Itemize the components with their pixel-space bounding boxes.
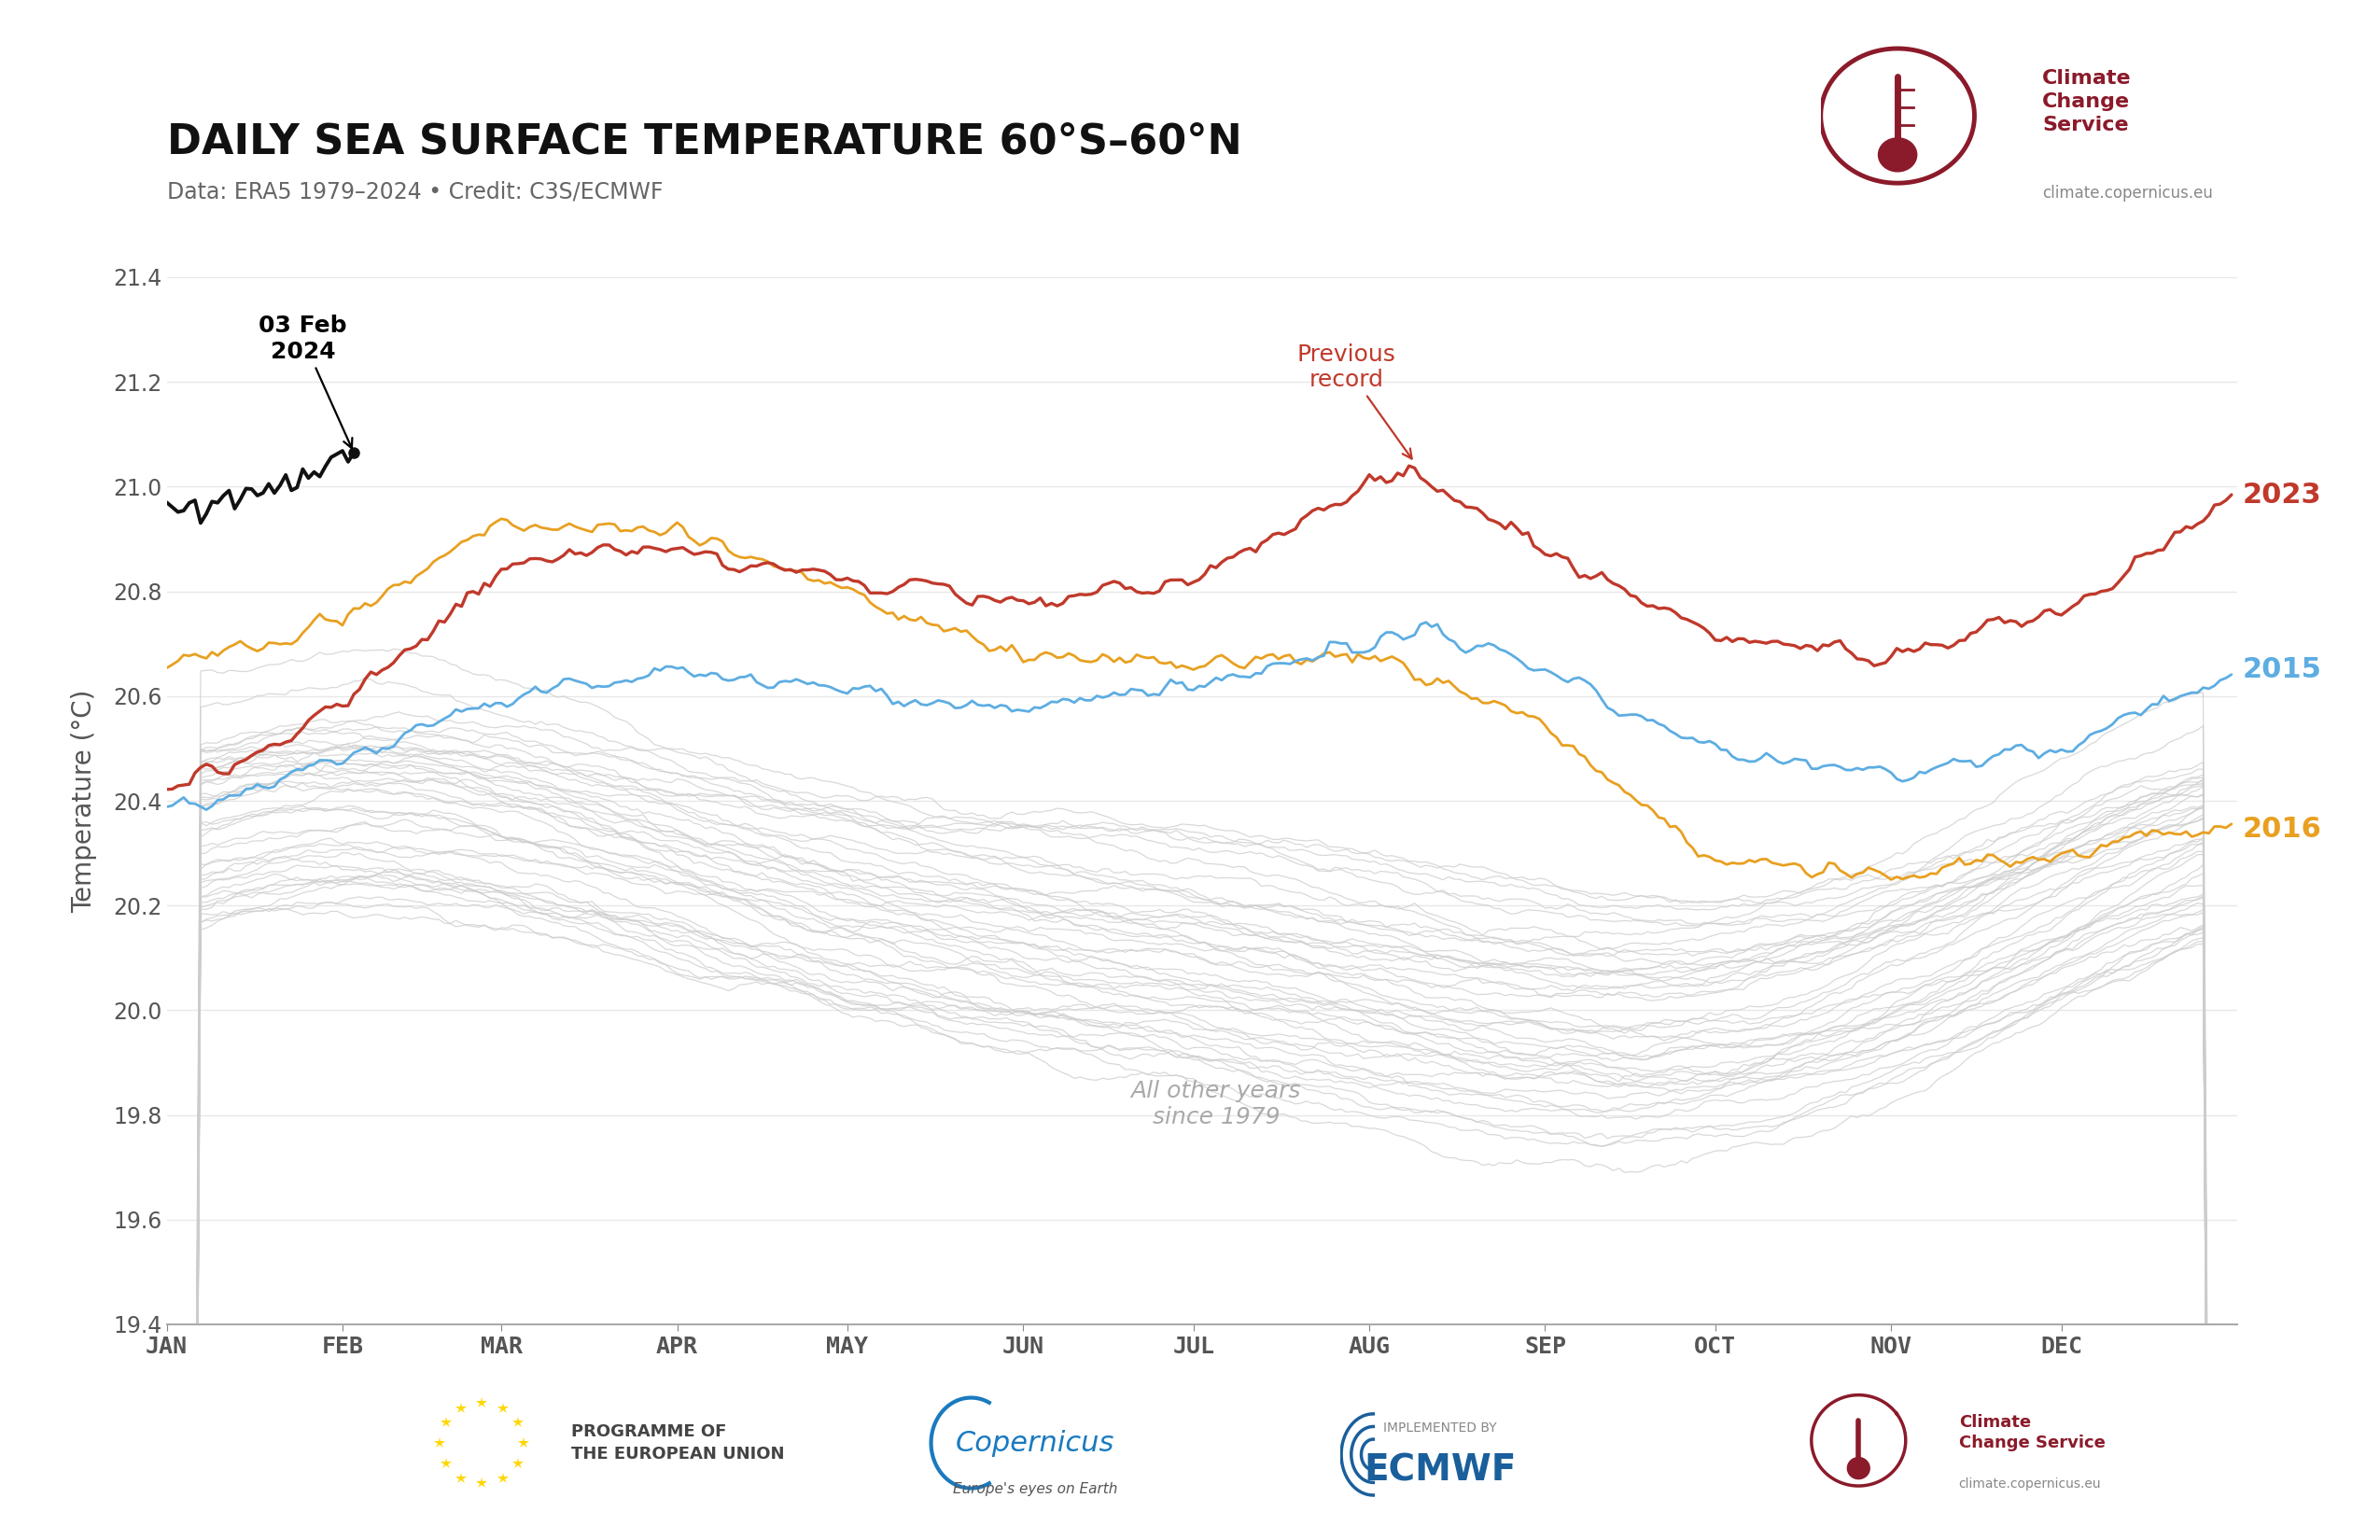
Circle shape	[1878, 139, 1916, 171]
Text: ECMWF: ECMWF	[1364, 1452, 1516, 1489]
Text: DAILY SEA SURFACE TEMPERATURE 60°S–60°N: DAILY SEA SURFACE TEMPERATURE 60°S–60°N	[167, 122, 1242, 162]
Text: Europe's eyes on Earth: Europe's eyes on Earth	[952, 1481, 1119, 1497]
Text: All other years
since 1979: All other years since 1979	[1130, 1081, 1302, 1129]
Text: 2016: 2016	[2242, 816, 2323, 842]
Text: Climate
Change
Service: Climate Change Service	[2042, 69, 2132, 134]
Circle shape	[1847, 1457, 1871, 1478]
Text: 2023: 2023	[2242, 480, 2323, 508]
Text: climate.copernicus.eu: climate.copernicus.eu	[1959, 1478, 2102, 1491]
Text: Previous
record: Previous record	[1297, 343, 1411, 459]
Text: IMPLEMENTED BY: IMPLEMENTED BY	[1383, 1421, 1497, 1434]
Text: Copernicus: Copernicus	[957, 1429, 1114, 1457]
Text: 2015: 2015	[2242, 656, 2323, 682]
Text: PROGRAMME OF
THE EUROPEAN UNION: PROGRAMME OF THE EUROPEAN UNION	[571, 1423, 785, 1463]
Y-axis label: Temperature (°C): Temperature (°C)	[71, 688, 98, 913]
Text: 03 Feb
2024: 03 Feb 2024	[259, 314, 352, 448]
Text: Data: ERA5 1979–2024 • Credit: C3S/ECMWF: Data: ERA5 1979–2024 • Credit: C3S/ECMWF	[167, 180, 662, 203]
Text: climate.copernicus.eu: climate.copernicus.eu	[2042, 185, 2213, 202]
Text: Climate
Change Service: Climate Change Service	[1959, 1414, 2106, 1451]
